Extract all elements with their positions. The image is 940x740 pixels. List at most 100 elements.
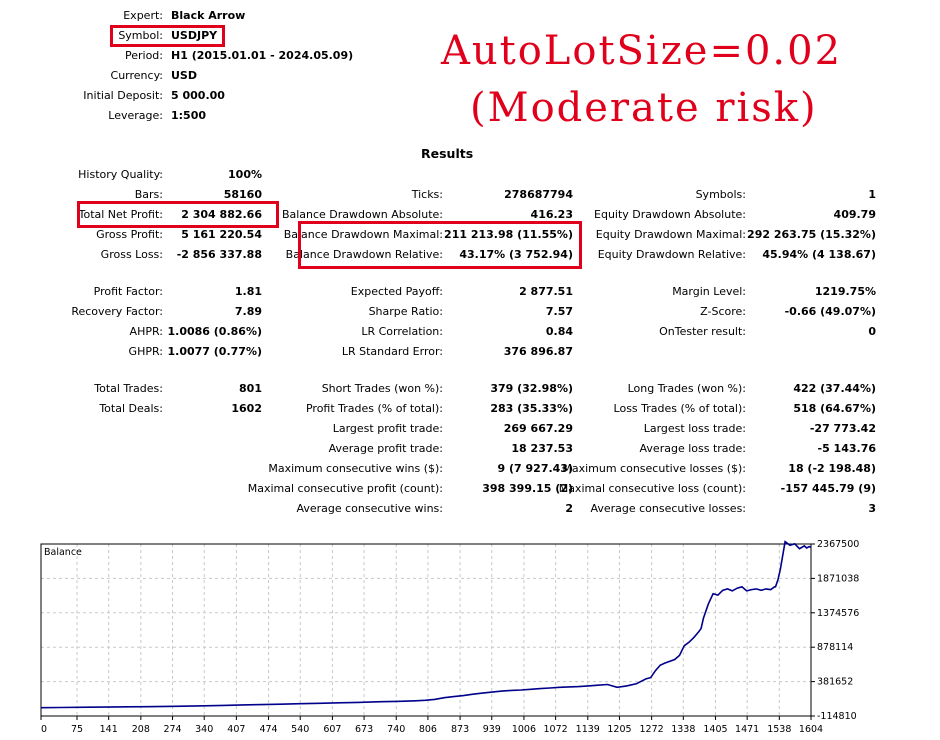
ghpr-value: 1.0077 (0.77%) <box>167 345 263 358</box>
max-consecutive-losses-label: Maximum consecutive losses ($): <box>562 462 746 475</box>
symbol-value: USDJPY <box>171 29 218 42</box>
gross-profit-value: 5 161 220.54 <box>181 228 262 241</box>
maximal-consecutive-loss-value: -157 445.79 (9) <box>780 482 876 495</box>
y-axis-ticks: 2367500 1871038 1374576 878114 381652 -114810 <box>811 540 859 722</box>
expected-payoff-value: 2 877.51 <box>519 285 573 298</box>
currency-value: USD <box>171 69 197 82</box>
leverage-label: Leverage: <box>108 109 163 122</box>
symbol-label: Symbol: <box>118 29 163 42</box>
profit-trades-label: Profit Trades (% of total): <box>305 402 443 415</box>
bars-label: Bars: <box>134 188 163 201</box>
average-loss-trade-value: -5 143.76 <box>817 442 877 455</box>
ticks-label: Ticks: <box>411 188 443 201</box>
lr-standard-error-value: 376 896.87 <box>503 345 573 358</box>
lr-correlation-label: LR Correlation: <box>361 325 443 338</box>
x-tick-label: 1338 <box>671 724 695 735</box>
chart-grid <box>41 544 812 716</box>
period-value: H1 (2015.01.01 - 2024.05.09) <box>171 49 354 62</box>
leverage-value: 1:500 <box>171 109 207 122</box>
initial-deposit-value: 5 000.00 <box>171 89 225 102</box>
x-tick-label: 1006 <box>512 724 536 735</box>
x-tick-label: 540 <box>291 724 309 735</box>
profit-factor-label: Profit Factor: <box>93 285 163 298</box>
recovery-factor-value: 7.89 <box>234 305 262 318</box>
y-tick-label: 2367500 <box>817 540 859 550</box>
equity-dd-maximal-value: 292 263.75 (15.32%) <box>747 228 876 241</box>
y-tick-label: -114810 <box>817 711 857 722</box>
sharpe-ratio-value: 7.57 <box>545 305 573 318</box>
max-consecutive-wins-label: Maximum consecutive wins ($): <box>268 462 443 475</box>
symbol-highlight-box <box>110 25 225 47</box>
history-quality-label: History Quality: <box>78 168 163 181</box>
short-trades-value: 379 (32.98%) <box>490 382 573 395</box>
total-net-profit-value: 2 304 882.66 <box>181 208 262 221</box>
loss-trades-label: Loss Trades (% of total): <box>613 402 746 415</box>
x-tick-label: 1272 <box>640 724 664 735</box>
ticks-value: 278687794 <box>504 188 573 201</box>
x-tick-label: 1139 <box>576 724 600 735</box>
balance-dd-absolute-label: Balance Drawdown Absolute: <box>281 208 443 221</box>
y-tick-label: 381652 <box>817 677 853 688</box>
y-tick-label: 878114 <box>817 642 853 653</box>
y-tick-label: 1871038 <box>817 573 859 584</box>
profit-trades-value: 283 (35.33%) <box>490 402 573 415</box>
x-tick-label: 1205 <box>607 724 631 735</box>
net-profit-highlight-box <box>77 201 279 228</box>
z-score-label: Z-Score: <box>700 305 746 318</box>
bars-value: 58160 <box>223 188 262 201</box>
largest-profit-trade-label: Largest profit trade: <box>332 422 443 435</box>
average-profit-trade-label: Average profit trade: <box>328 442 443 455</box>
expert-label: Expert: <box>123 9 163 22</box>
expert-value: Black Arrow <box>171 9 246 22</box>
x-tick-label: 1604 <box>799 724 823 735</box>
maximal-consecutive-loss-label: Maximal consecutive loss (count): <box>558 482 746 495</box>
x-tick-label: 141 <box>100 724 118 735</box>
balance-drawdown-highlight-box <box>298 221 582 269</box>
initial-deposit-label: Initial Deposit: <box>83 89 163 102</box>
loss-trades-value: 518 (64.67%) <box>793 402 876 415</box>
x-tick-label: 208 <box>132 724 150 735</box>
x-tick-label: 1538 <box>767 724 791 735</box>
gross-profit-label: Gross Profit: <box>96 228 163 241</box>
gross-loss-label: Gross Loss: <box>100 248 163 261</box>
period-label: Period: <box>124 49 163 62</box>
total-deals-value: 1602 <box>231 402 262 415</box>
long-trades-label: Long Trades (won %): <box>627 382 746 395</box>
x-tick-label: 607 <box>323 724 341 735</box>
balance-dd-absolute-value: 416.23 <box>530 208 573 221</box>
gross-loss-value: -2 856 337.88 <box>176 248 262 261</box>
x-tick-label: 806 <box>419 724 437 735</box>
total-deals-label: Total Deals: <box>99 402 163 415</box>
long-trades-value: 422 (37.44%) <box>793 382 876 395</box>
x-tick-label: 673 <box>355 724 373 735</box>
plot-frame <box>40 543 812 717</box>
lr-standard-error-label: LR Standard Error: <box>341 345 443 358</box>
x-tick-label: 407 <box>227 724 245 735</box>
x-tick-label: 939 <box>483 724 501 735</box>
x-tick-label: 1405 <box>703 724 727 735</box>
margin-level-value: 1219.75% <box>814 285 876 298</box>
symbols-value: 1 <box>868 188 876 201</box>
x-tick-label: 740 <box>387 724 405 735</box>
x-tick-label: 75 <box>71 724 83 735</box>
average-consecutive-wins-value: 2 <box>565 502 573 515</box>
balance-dd-relative-value: 43.17% (3 752.94) <box>459 248 573 261</box>
x-tick-label: 340 <box>195 724 213 735</box>
balance-dd-maximal-value: 211 213.98 (11.55%) <box>444 228 573 241</box>
expected-payoff-label: Expected Payoff: <box>350 285 443 298</box>
sharpe-ratio-label: Sharpe Ratio: <box>368 305 443 318</box>
chart-title: Balance <box>44 547 82 558</box>
z-score-value: -0.66 (49.07%) <box>784 305 876 318</box>
balance-chart: Balance 2367500 1871038 1374576 878114 38165… <box>40 540 859 735</box>
average-loss-trade-label: Average loss trade: <box>639 442 746 455</box>
equity-dd-maximal-label: Equity Drawdown Maximal: <box>595 228 746 241</box>
annotation-line1: AutoLotSize=0.02 <box>441 28 843 74</box>
x-tick-label: 1072 <box>544 724 568 735</box>
average-consecutive-wins-label: Average consecutive wins: <box>296 502 443 515</box>
largest-loss-trade-label: Largest loss trade: <box>643 422 746 435</box>
x-axis-ticks: 0 75 141 208 274 340 407 474 540 607 673 740 806 873 9… <box>40 716 823 735</box>
x-tick-label: 1471 <box>735 724 759 735</box>
x-tick-label: 474 <box>259 724 277 735</box>
total-trades-value: 801 <box>239 382 262 395</box>
maximal-consecutive-profit-label: Maximal consecutive profit (count): <box>247 482 443 495</box>
